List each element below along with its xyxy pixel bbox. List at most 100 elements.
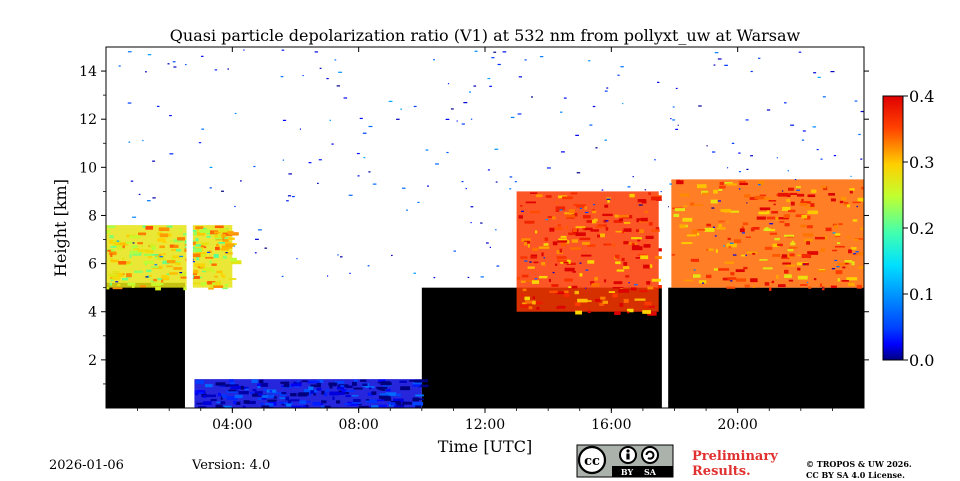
speckle-boundary-layer-night (345, 385, 353, 389)
speckle-cloud-layer-morning (112, 244, 122, 248)
speckle-cirrus-evening (676, 180, 684, 185)
speckle-upper-noise (400, 108, 402, 110)
x-tick-label: 20:00 (717, 417, 757, 433)
speckle-cirrus-afternoon (574, 302, 581, 306)
speckle-boundary-layer-night (313, 393, 316, 396)
speckle-boundary-layer-night (217, 392, 221, 397)
speckle-cirrus-evening (772, 243, 780, 248)
x-tick-label: 16:00 (591, 417, 631, 433)
speckle-boundary-layer-night (263, 388, 267, 392)
speckle-upper-noise (831, 268, 836, 270)
speckle-cloud-layer-morning (117, 247, 124, 250)
plot-area (106, 47, 864, 408)
speckle-boundary-layer-night (297, 392, 307, 397)
speckle-cloud-layer-morning (196, 252, 207, 255)
speckle-boundary-layer-night (363, 406, 369, 408)
speckle-boundary-layer-night (412, 401, 424, 406)
speckle-cloud-layer-morning (140, 245, 143, 248)
speckle-upper-noise (781, 190, 784, 192)
speckle-upper-noise (402, 187, 406, 189)
speckle-upper-noise (585, 287, 587, 289)
speckle-cloud-layer-morning (198, 266, 205, 269)
speckle-boundary-layer-night (334, 381, 345, 384)
copyright-note: © TROPOS & UW 2026. CC BY SA 4.0 License… (806, 459, 912, 481)
speckle-upper-noise (822, 287, 824, 289)
speckle-boundary-layer-night (385, 388, 391, 392)
speckle-boundary-layer-night (391, 403, 397, 406)
speckle-cloud-layer-morning (173, 239, 183, 243)
speckle-cloud-layer-morning (133, 270, 143, 273)
speckle-boundary-layer-night (353, 379, 358, 384)
speckle-cirrus-evening (783, 214, 790, 219)
speckle-cirrus-evening (789, 253, 795, 257)
speckle-cirrus-afternoon (536, 194, 543, 198)
speckle-cirrus-evening (768, 200, 777, 202)
speckle-upper-noise (281, 49, 285, 51)
colorbar-tick-label: 0.2 (909, 219, 934, 238)
speckle-cirrus-evening (756, 216, 766, 220)
speckle-upper-noise (209, 187, 212, 189)
speckle-upper-noise (447, 83, 450, 85)
speckle-upper-noise (280, 76, 284, 78)
speckle-upper-noise (677, 124, 679, 126)
speckle-boundary-layer-night (243, 400, 250, 404)
speckle-cirrus-evening (851, 261, 855, 266)
speckle-boundary-layer-night (238, 391, 249, 395)
speckle-cirrus-evening (847, 282, 855, 287)
speckle-cirrus-evening (797, 275, 808, 280)
speckle-upper-noise (509, 188, 512, 190)
speckle-boundary-layer-night (306, 400, 311, 403)
speckle-boundary-layer-night (316, 387, 322, 391)
speckle-cloud-layer-morning (227, 231, 234, 235)
speckle-cloud-layer-morning (194, 263, 206, 267)
colorbar-ticks: 0.0 0.1 0.2 0.3 0.4 (903, 87, 934, 370)
speckle-cloud-layer-morning (162, 241, 167, 243)
cc-license-badge: cc BY SA (576, 444, 674, 478)
speckle-cirrus-afternoon (653, 287, 656, 290)
speckle-upper-noise (319, 67, 322, 69)
speckle-upper-noise (589, 124, 593, 126)
speckle-cirrus-afternoon (582, 227, 585, 231)
speckle-cirrus-evening (788, 279, 794, 282)
speckle-upper-noise (201, 128, 205, 130)
speckle-upper-noise (563, 97, 567, 99)
speckle-cloud-layer-morning (221, 241, 232, 244)
speckle-boundary-layer-night (387, 402, 396, 405)
speckle-upper-noise (860, 158, 863, 160)
speckle-cirrus-evening (801, 254, 812, 259)
speckle-upper-noise (730, 280, 733, 282)
speckle-cirrus-evening (765, 227, 769, 230)
y-tick-label: 6 (88, 257, 97, 273)
speckle-cirrus-afternoon (529, 210, 541, 214)
speckle-cirrus-evening (771, 280, 775, 284)
speckle-boundary-layer-night (360, 379, 367, 382)
speckle-cirrus-evening (841, 280, 849, 282)
speckle-upper-noise (605, 220, 609, 222)
speckle-boundary-layer-night (379, 393, 388, 396)
speckle-cirrus-afternoon (563, 261, 569, 264)
speckle-cirrus-afternoon (533, 261, 539, 264)
speckle-boundary-layer-night (249, 391, 254, 394)
speckle-cloud-layer-morning (140, 285, 146, 288)
speckle-cirrus-evening (671, 253, 675, 256)
sa-label: SA (644, 467, 657, 477)
speckle-cloud-layer-morning (221, 234, 227, 238)
speckle-upper-noise (348, 194, 353, 196)
speckle-cloud-layer-morning (193, 269, 199, 274)
speckle-upper-noise (833, 154, 837, 157)
speckle-cirrus-afternoon (549, 290, 558, 293)
speckle-cirrus-evening (682, 217, 693, 222)
speckle-boundary-layer-night (317, 379, 324, 383)
speckle-cirrus-evening (786, 199, 791, 203)
speckle-cloud-layer-morning (166, 225, 173, 228)
speckle-cirrus-evening (797, 267, 801, 271)
speckle-upper-noise (769, 223, 774, 225)
speckle-boundary-layer-night (281, 392, 287, 395)
speckle-cloud-layer-morning (221, 245, 233, 249)
speckle-boundary-layer-night (296, 380, 300, 383)
speckle-upper-noise (794, 178, 797, 181)
speckle-cirrus-afternoon (644, 210, 649, 214)
speckle-upper-noise (745, 119, 749, 121)
speckle-upper-noise (698, 105, 702, 107)
speckle-cirrus-evening (730, 272, 735, 276)
